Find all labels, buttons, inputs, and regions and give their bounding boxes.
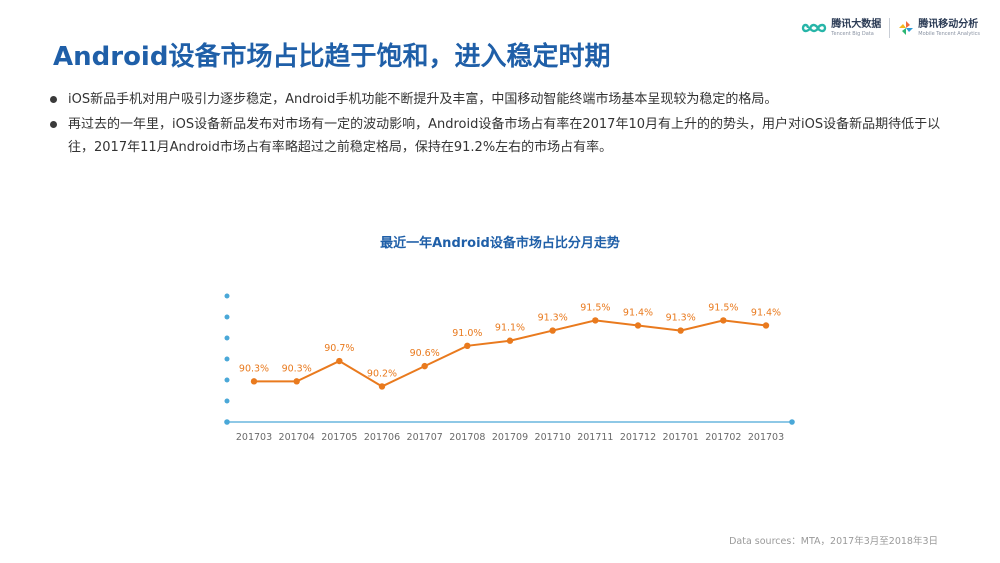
bullet-text: iOS新品手机对用户吸引力逐步稳定，Android手机功能不断提升及丰富，中国移… — [68, 92, 778, 107]
x-tick-label: 201709 — [492, 432, 528, 443]
logo-sub: Tencent Big Data — [831, 30, 874, 37]
label-layer: 90.3% 90.3% 90.7% 90.2% 90.6% 91.0% 91.1% 91.3%… — [239, 302, 781, 379]
x-tick-label: 201707 — [407, 432, 443, 443]
data-label: 91.5% — [580, 302, 610, 313]
data-source-note: Data sources：MTA，2017年3月至2018年3日 — [729, 536, 938, 547]
series-layer — [250, 317, 770, 390]
y-axis-tick-dot — [224, 335, 230, 341]
data-label: 90.3% — [239, 363, 269, 374]
x-tick-label: 201704 — [279, 432, 315, 443]
axis-layer: 201703 201704 201705 201706 201707 201708 2017… — [224, 293, 795, 443]
data-label: 91.3% — [538, 313, 568, 324]
data-point — [549, 327, 556, 334]
data-point — [762, 322, 770, 329]
logo-sub: Mobile Tencent Analytics — [918, 30, 980, 37]
bullet-text: 再过去的一年里，iOS设备新品发布对市场有一定的波动影响，Android设备市场… — [68, 117, 941, 155]
x-tick-label: 201711 — [577, 432, 613, 443]
x-tick-label: 201705 — [321, 432, 357, 443]
data-label: 91.4% — [623, 307, 653, 318]
data-point — [336, 357, 343, 365]
bullet-item: 再过去的一年里，iOS设备新品发布对市场有一定的波动影响，Android设备市场… — [50, 113, 950, 159]
infinity-logo-icon — [802, 23, 827, 33]
mta-logo: 腾讯移动分析 Mobile Tencent Analytics — [898, 18, 980, 37]
data-label: 91.0% — [452, 328, 482, 339]
logo-name: 腾讯大数据 — [831, 18, 882, 30]
header-logos: 腾讯大数据 Tencent Big Data 腾讯移动分析 Mobile Ten… — [801, 14, 980, 42]
data-point — [677, 327, 684, 334]
x-tick-label: 201710 — [535, 432, 571, 443]
data-point — [378, 383, 386, 390]
series-line — [254, 319, 767, 388]
x-tick-label: 201708 — [449, 432, 485, 443]
data-label: 91.1% — [495, 323, 525, 334]
axis-end-dot — [224, 419, 230, 425]
y-axis-tick-dot — [224, 293, 230, 299]
logo-name: 腾讯移动分析 — [918, 18, 979, 30]
y-axis-tick-dot — [224, 356, 230, 362]
data-label: 90.6% — [410, 348, 440, 359]
data-label: 90.2% — [367, 368, 397, 379]
x-tick-label: 201712 — [620, 432, 656, 443]
bullet-list: iOS新品手机对用户吸引力逐步稳定，Android手机功能不断提升及丰富，中国移… — [50, 88, 950, 161]
x-tick-label: 201701 — [663, 432, 699, 443]
data-point — [293, 378, 300, 385]
x-tick-label: 201703 — [748, 432, 784, 443]
axis-end-dot — [789, 419, 795, 425]
data-label: 90.3% — [282, 363, 312, 374]
chart-title: 最近一年Android设备市场占比分月走势 — [380, 235, 620, 251]
bullet-dot-icon — [50, 96, 57, 103]
pinwheel-logo-icon — [899, 21, 914, 35]
y-axis-tick-dot — [224, 314, 230, 320]
data-label: 90.7% — [324, 343, 354, 354]
y-axis-tick-dot — [224, 398, 230, 404]
tencent-big-data-logo: 腾讯大数据 Tencent Big Data — [801, 18, 882, 37]
data-point — [634, 322, 642, 329]
data-point — [464, 342, 471, 349]
data-label: 91.3% — [666, 313, 696, 324]
data-point — [421, 362, 428, 370]
bullet-dot-icon — [50, 121, 57, 128]
data-label: 91.5% — [708, 302, 738, 313]
x-tick-label: 201706 — [364, 432, 400, 443]
data-point — [506, 337, 514, 344]
y-axis-tick-dot — [224, 377, 230, 383]
data-point — [720, 317, 727, 324]
x-tick-label: 201702 — [705, 432, 741, 443]
x-tick-label: 201703 — [236, 432, 272, 443]
data-label: 91.4% — [751, 307, 781, 318]
page-title: Android设备市场占比趋于饱和，进入稳定时期 — [53, 42, 611, 72]
data-point — [250, 378, 258, 385]
data-point — [592, 317, 599, 324]
bullet-item: iOS新品手机对用户吸引力逐步稳定，Android手机功能不断提升及丰富，中国移… — [50, 88, 950, 111]
logo-divider — [889, 18, 891, 38]
